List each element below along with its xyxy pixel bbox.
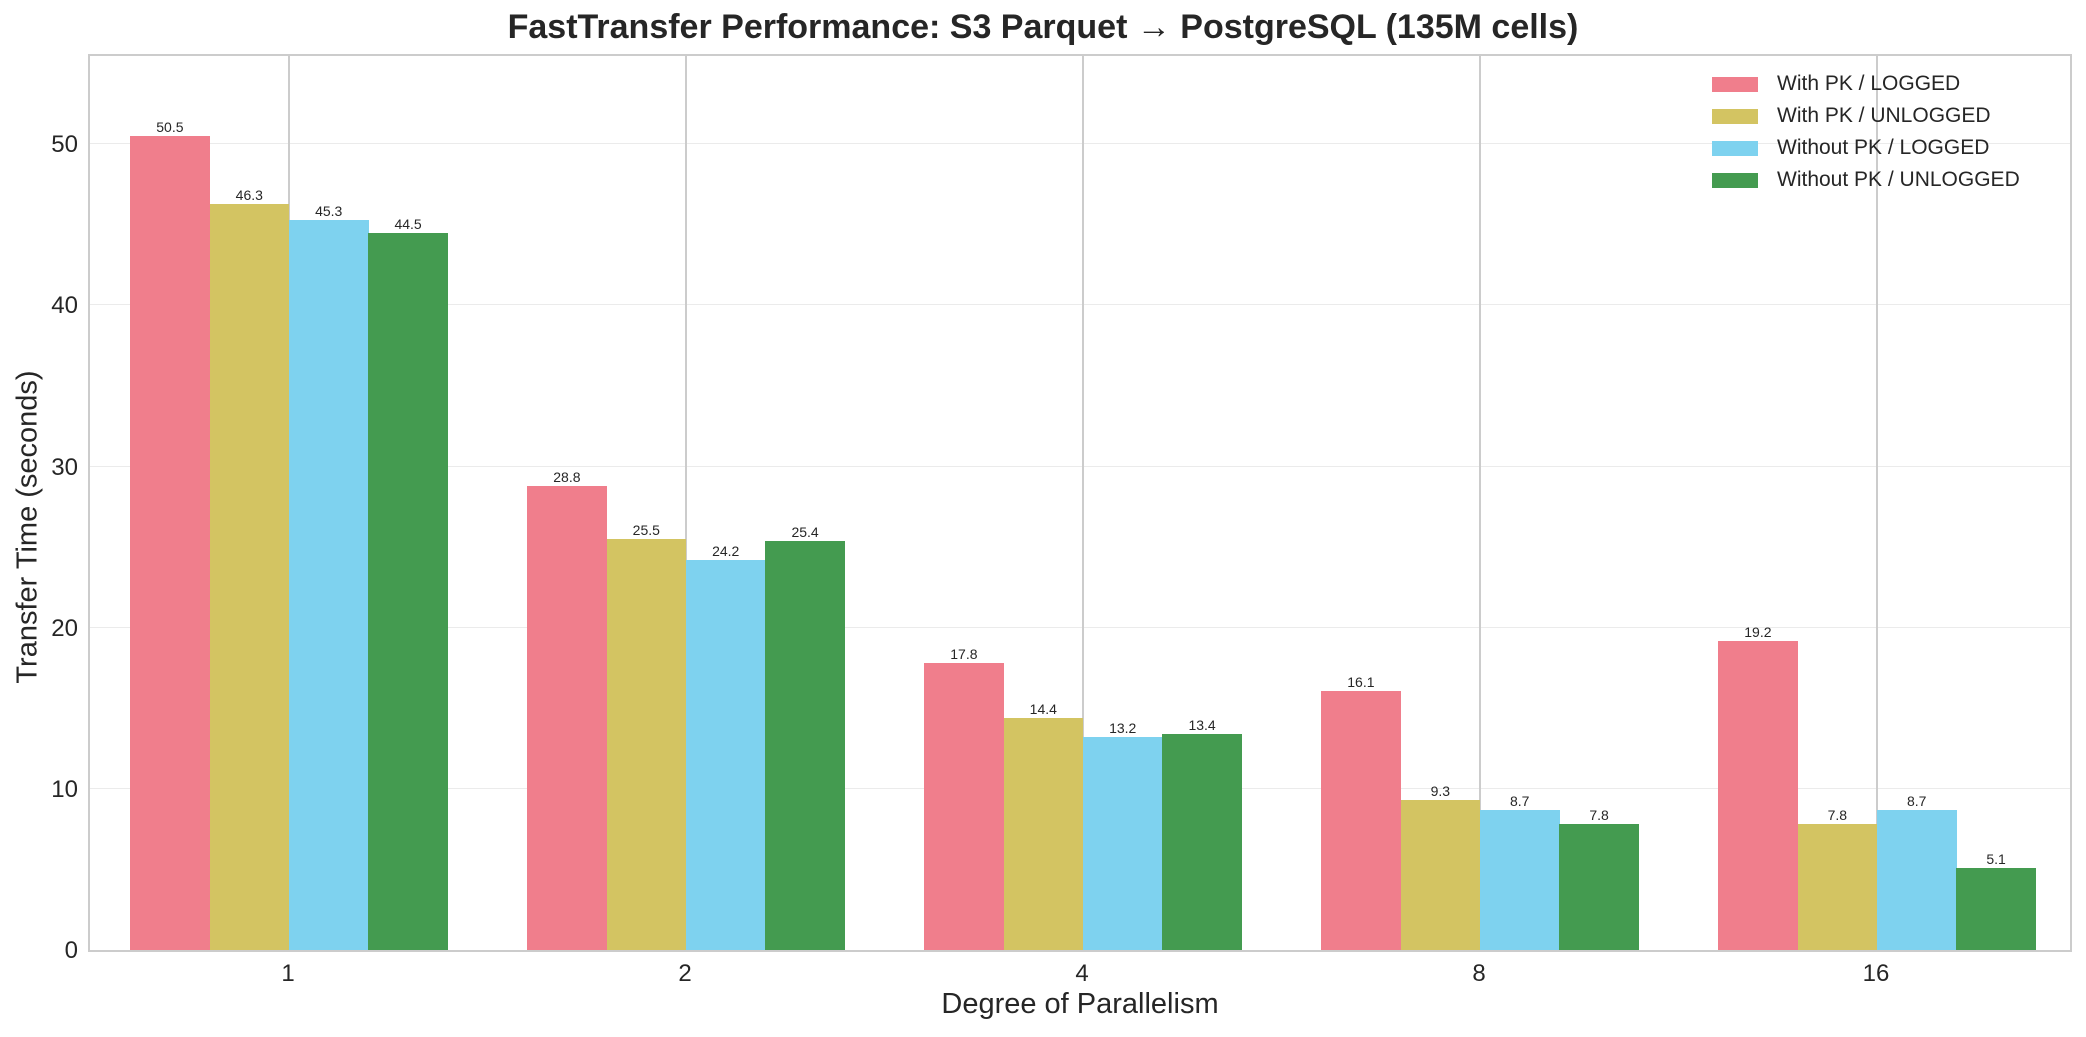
bar-value-label: 8.7 (1906, 792, 1927, 809)
legend-label: Without PK / UNLOGGED (1777, 168, 2020, 191)
bar-value-label: 25.4 (791, 523, 819, 540)
bar (1162, 734, 1243, 950)
bar-value-label: 50.5 (156, 119, 184, 136)
legend-item: Without PK / UNLOGGED (1712, 164, 2020, 196)
x-tick-label: 1 (281, 960, 295, 987)
bar-value-label: 7.8 (1589, 807, 1609, 824)
legend-label: With PK / UNLOGGED (1777, 104, 1991, 127)
legend-item: With PK / LOGGED (1712, 68, 2020, 100)
legend-swatch (1712, 140, 1758, 156)
bar-value-label: 7.8 (1827, 807, 1848, 824)
bar (1877, 809, 1957, 950)
legend-label: Without PK / LOGGED (1777, 136, 1990, 159)
y-tick-label: 50 (51, 131, 78, 159)
bar-value-label: 46.3 (235, 186, 263, 203)
y-gridline (90, 626, 2070, 628)
x-tick-label: 4 (1075, 960, 1089, 987)
bar (924, 663, 1005, 950)
legend-item: With PK / UNLOGGED (1712, 100, 2020, 132)
bar (289, 220, 369, 950)
x-axis-label: Degree of Parallelism (941, 988, 1219, 1020)
bar (1559, 824, 1640, 950)
y-axis-label: Transfer Time (seconds) (11, 370, 44, 684)
bar (606, 539, 687, 950)
bar (527, 485, 608, 950)
y-tick-label: 40 (51, 292, 78, 320)
bar (368, 232, 449, 950)
bar-value-label: 44.5 (394, 215, 422, 232)
legend-label: With PK / LOGGED (1777, 72, 1961, 95)
bar (686, 560, 766, 950)
x-gridline (685, 56, 687, 950)
x-gridline (1082, 56, 1084, 950)
bar-value-label: 45.3 (315, 203, 343, 219)
bar-value-label: 13.4 (1188, 717, 1216, 734)
legend-swatch (1712, 172, 1758, 188)
x-gridline (1479, 56, 1481, 950)
y-tick-label: 10 (51, 775, 78, 803)
x-tick-label: 2 (678, 960, 692, 987)
bar-value-label: 16.1 (1347, 673, 1375, 690)
legend: With PK / LOGGED With PK / UNLOGGED Withou… (1712, 68, 2020, 196)
bar-value-label: 24.2 (712, 543, 740, 560)
legend-item: Without PK / LOGGED (1712, 132, 2020, 164)
bar-value-label: 28.8 (553, 468, 581, 485)
bar (1003, 717, 1084, 950)
bar (209, 203, 290, 950)
bar-value-label: 17.8 (950, 646, 978, 663)
y-gridline (90, 143, 2070, 145)
bar-value-label: 19.2 (1744, 623, 1772, 640)
bar-value-label: 9.3 (1430, 783, 1451, 800)
bar-value-label: 8.7 (1509, 792, 1530, 809)
y-tick-label: 20 (51, 614, 78, 642)
bar (1797, 824, 1878, 950)
y-gridline (90, 465, 2070, 467)
bar (765, 540, 846, 950)
chart-title: FastTransfer Performance: S3 Parquet → P… (507, 8, 1579, 46)
legend-swatch (1712, 108, 1758, 124)
bar (1083, 737, 1163, 950)
y-tick-label: 30 (51, 453, 78, 481)
bar-value-label: 5.1 (1986, 850, 2006, 867)
bar (130, 136, 211, 950)
x-tick-label: 8 (1472, 960, 1486, 987)
y-tick-label: 0 (64, 937, 78, 964)
bar-value-label: 13.2 (1109, 720, 1137, 737)
bar (1321, 690, 1402, 950)
bar-value-label: 25.5 (632, 522, 660, 539)
bar (1400, 800, 1481, 950)
bar (1956, 867, 2037, 950)
bar (1718, 640, 1799, 950)
legend-swatch (1712, 76, 1758, 92)
x-gridline (1876, 56, 1878, 950)
bar (1480, 809, 1560, 950)
plot-area: 50.5 46.3 45.3 44.5 28.8 25.5 24.2 25.4 17.8 14.4… (88, 54, 2072, 952)
x-tick-label: 16 (1862, 960, 1890, 987)
y-gridline (90, 304, 2070, 306)
bar-value-label: 14.4 (1029, 700, 1057, 717)
